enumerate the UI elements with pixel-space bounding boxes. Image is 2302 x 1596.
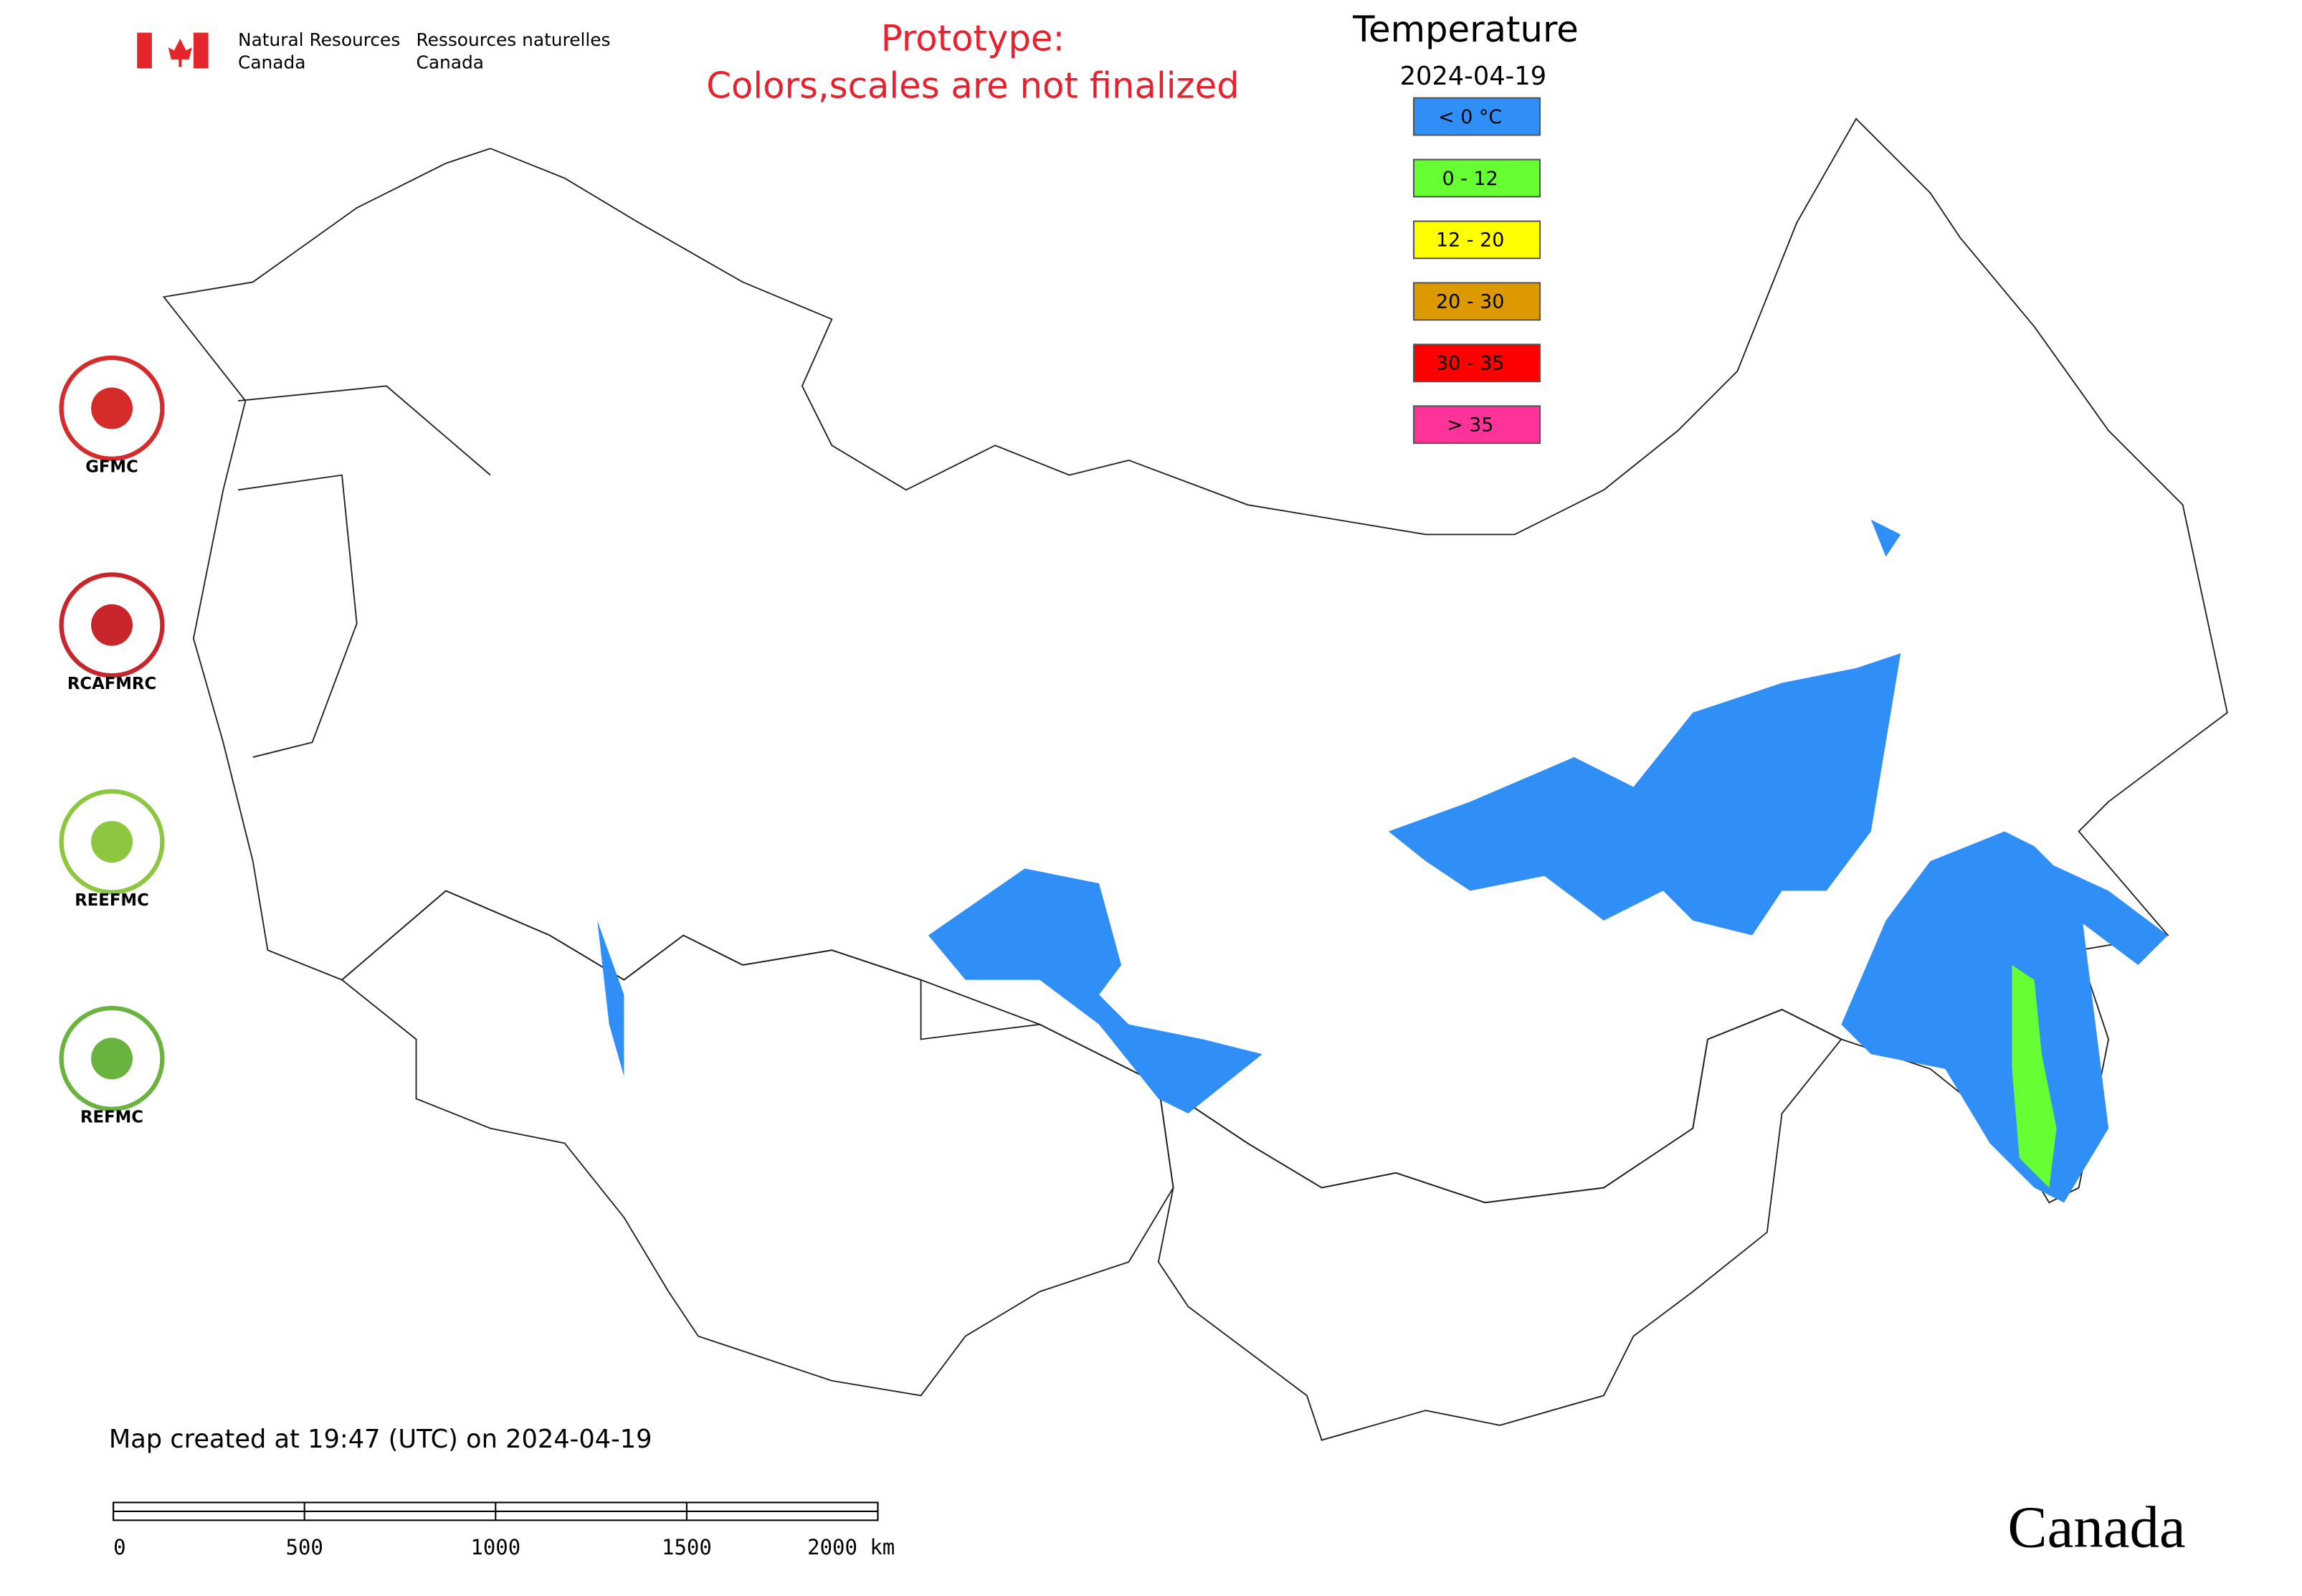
created-note: Map created at 19:47 (UTC) on 2024-04-19 <box>109 1425 652 1454</box>
agency-fr: Canada <box>417 52 484 72</box>
logo-mark <box>91 1037 133 1080</box>
legend-swatch <box>1412 158 1541 198</box>
logo-mark <box>91 604 133 646</box>
legend-swatch <box>1412 220 1541 260</box>
legend-title: Temperature <box>1352 9 1579 50</box>
warning: Prototype: <box>881 17 1065 59</box>
scale-label: 0 <box>113 1535 125 1559</box>
logo-label: REFMC <box>80 1108 143 1126</box>
canada-wordmark: Canada <box>2007 1494 2185 1560</box>
scale-label: 1500 <box>662 1535 712 1559</box>
logos: GFMC RCAFMRC REEFMC REFMC <box>59 355 165 1126</box>
agency-en: Natural Resources <box>238 29 400 50</box>
legend-date: 2024-04-19 <box>1400 62 1547 91</box>
scale-label: 2000 km <box>807 1535 895 1559</box>
legend-swatch <box>1412 97 1541 136</box>
warning: Colors,scales are not finalized <box>706 65 1239 107</box>
legend-label: 30 - 35 <box>1436 353 1504 375</box>
scale-label: 500 <box>286 1535 323 1559</box>
logo-mark <box>91 821 133 863</box>
legend: < 0 °C 0 - 12 12 - 20 20 - 30 30 - 35 > 35 <box>1412 97 1541 445</box>
agency-fr: Ressources naturelles <box>417 29 611 50</box>
legend-swatch <box>1412 282 1541 321</box>
logo-label: REEFMC <box>75 891 149 910</box>
logo-label: RCAFMRC <box>67 675 156 693</box>
temperature-areas <box>597 512 2168 1203</box>
legend-label: 20 - 30 <box>1436 291 1504 313</box>
scale-label: 1000 <box>470 1535 520 1559</box>
legend-label: > 35 <box>1447 414 1493 437</box>
legend-label: 12 - 20 <box>1436 229 1504 252</box>
legend-swatch <box>1412 343 1541 383</box>
legend-swatch <box>1412 405 1541 445</box>
legend-label: 0 - 12 <box>1442 168 1498 190</box>
legend-label: < 0 °C <box>1438 106 1502 128</box>
logo-label: GFMC <box>85 457 138 476</box>
scale-bar: 0 500 1000 1500 2000 km <box>113 1501 895 1559</box>
agency-en: Canada <box>238 52 305 72</box>
logo-mark <box>91 387 133 429</box>
flag <box>137 32 209 69</box>
